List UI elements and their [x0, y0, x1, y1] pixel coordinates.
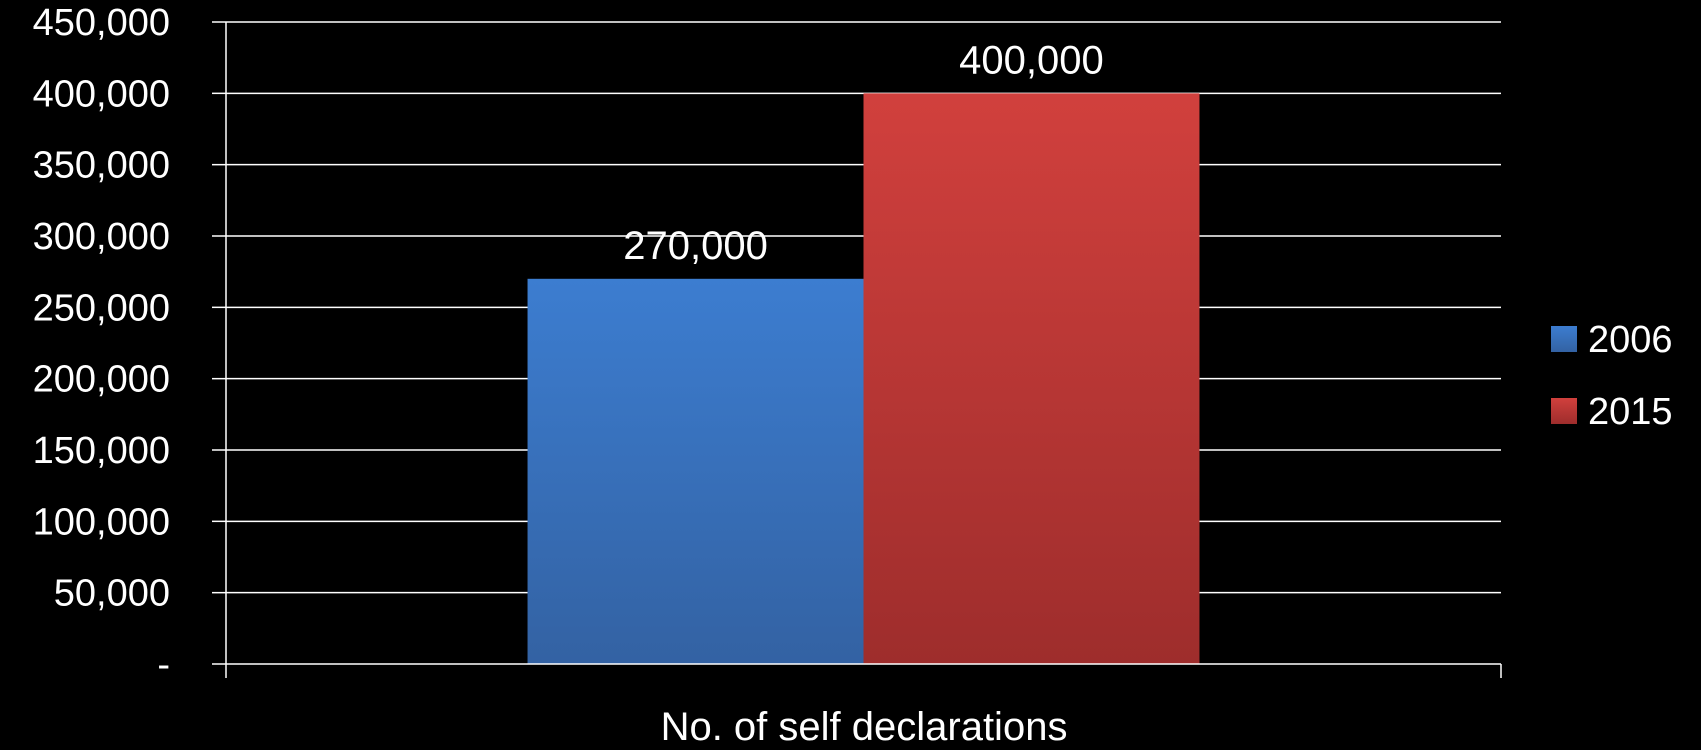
y-tick-label: 400,000 — [33, 73, 170, 115]
y-tick-label: 150,000 — [33, 430, 170, 472]
y-tick-label: 250,000 — [33, 287, 170, 329]
data-label-2006: 270,000 — [623, 224, 768, 268]
y-tick-label: 450,000 — [33, 2, 170, 44]
x-axis-title: No. of self declarations — [661, 705, 1068, 749]
axes — [212, 21, 1502, 678]
legend: 2006 2015 — [1551, 319, 1673, 433]
y-tick-label: - — [157, 644, 170, 686]
labels: - 50,000 100,000 150,000 200,000 250,000 300,0… — [33, 2, 1104, 686]
legend-label-2015: 2015 — [1588, 391, 1673, 433]
y-tick-label: 50,000 — [54, 573, 170, 615]
data-label-2015: 400,000 — [959, 38, 1104, 82]
bars — [527, 93, 1200, 665]
y-tick-label: 350,000 — [33, 145, 170, 187]
legend-swatch-2015 — [1551, 398, 1577, 424]
bar-2015 — [863, 93, 1200, 665]
legend-label-2006: 2006 — [1588, 319, 1673, 361]
y-tick-label: 300,000 — [33, 216, 170, 258]
y-tick-label: 100,000 — [33, 501, 170, 543]
y-tick-label: 200,000 — [33, 359, 170, 401]
bar-2006 — [527, 278, 864, 664]
legend-swatch-2006 — [1551, 326, 1577, 352]
